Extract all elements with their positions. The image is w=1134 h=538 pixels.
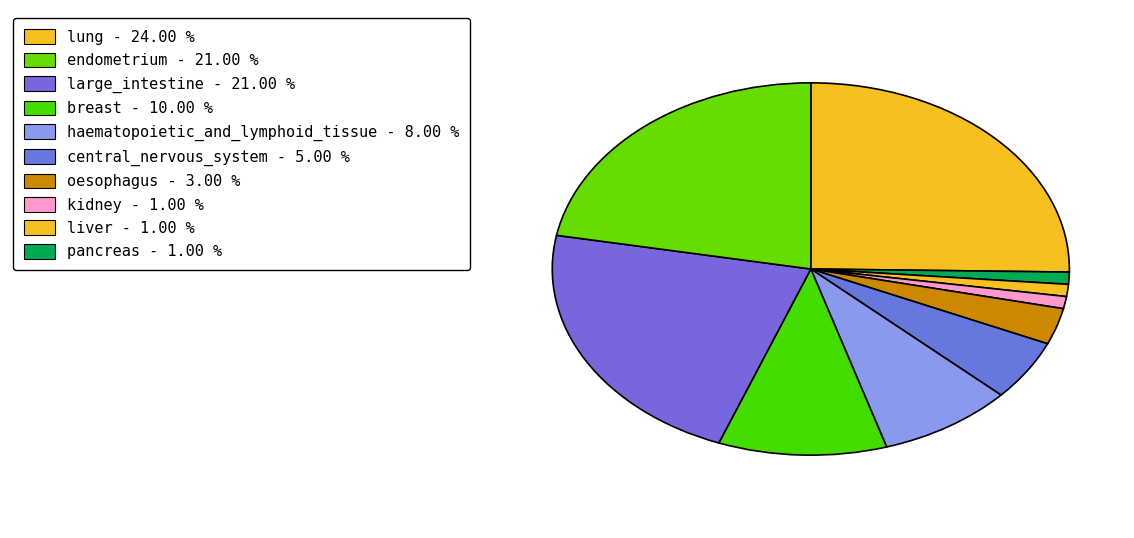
Wedge shape: [811, 269, 1048, 395]
Wedge shape: [557, 83, 811, 269]
Legend: lung - 24.00 %, endometrium - 21.00 %, large_intestine - 21.00 %, breast - 10.00: lung - 24.00 %, endometrium - 21.00 %, l…: [14, 18, 469, 270]
Wedge shape: [811, 269, 1068, 296]
Wedge shape: [811, 269, 1066, 309]
Wedge shape: [552, 235, 811, 443]
Wedge shape: [719, 269, 887, 455]
Wedge shape: [811, 83, 1069, 272]
Wedge shape: [811, 269, 1064, 344]
Wedge shape: [811, 269, 1001, 447]
Wedge shape: [811, 269, 1069, 285]
